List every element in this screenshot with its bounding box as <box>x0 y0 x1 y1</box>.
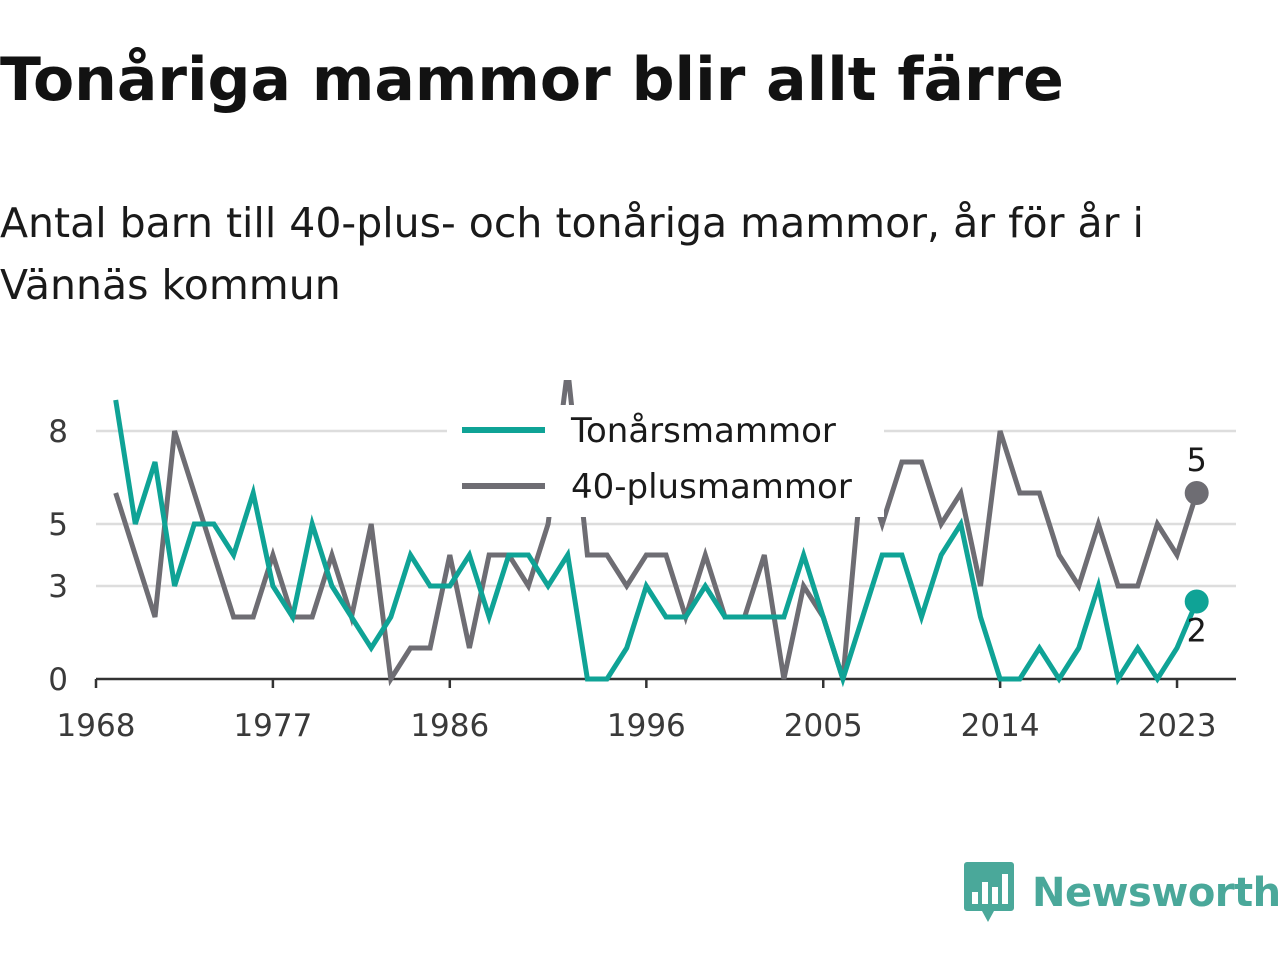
legend-label: 40-plusmammor <box>571 467 852 507</box>
y-tick-label: 3 <box>48 569 68 605</box>
y-tick-label: 8 <box>48 414 68 450</box>
x-tick-label: 2005 <box>784 708 863 744</box>
end-value-label: 2 <box>1187 612 1207 650</box>
end-point-marker <box>1184 481 1209 505</box>
x-tick-label: 1986 <box>410 708 489 744</box>
newsworthy-logo-icon <box>964 862 1014 922</box>
brand-logo: Newsworthy <box>964 862 1280 924</box>
brand-name: Newsworthy <box>1032 870 1280 916</box>
x-tick-label: 1968 <box>57 708 136 744</box>
legend-label: Tonårsmammor <box>570 411 836 451</box>
legend-box <box>447 405 884 517</box>
page-title: Tonåriga mammor blir allt färre <box>0 45 1064 115</box>
series-line-40-plusmammor <box>113 380 1200 687</box>
x-tick-label: 2023 <box>1138 708 1217 744</box>
x-tick-label: 2014 <box>961 708 1040 744</box>
y-tick-label: 0 <box>48 662 68 698</box>
end-point-marker <box>1184 589 1209 614</box>
line-chart: 0 3 5 8 1968 1977 1986 1996 2005 2014 2023 Tonårsma… <box>48 380 1236 744</box>
y-tick-label: 5 <box>48 507 68 543</box>
x-tick-label: 1996 <box>607 708 686 744</box>
chart-subtitle: Antal barn till 40-plus- och tonåriga ma… <box>0 199 1144 309</box>
x-tick-label: 1977 <box>233 708 312 744</box>
series-line-tonårsmammor <box>113 399 1200 688</box>
end-value-label: 5 <box>1187 441 1207 479</box>
